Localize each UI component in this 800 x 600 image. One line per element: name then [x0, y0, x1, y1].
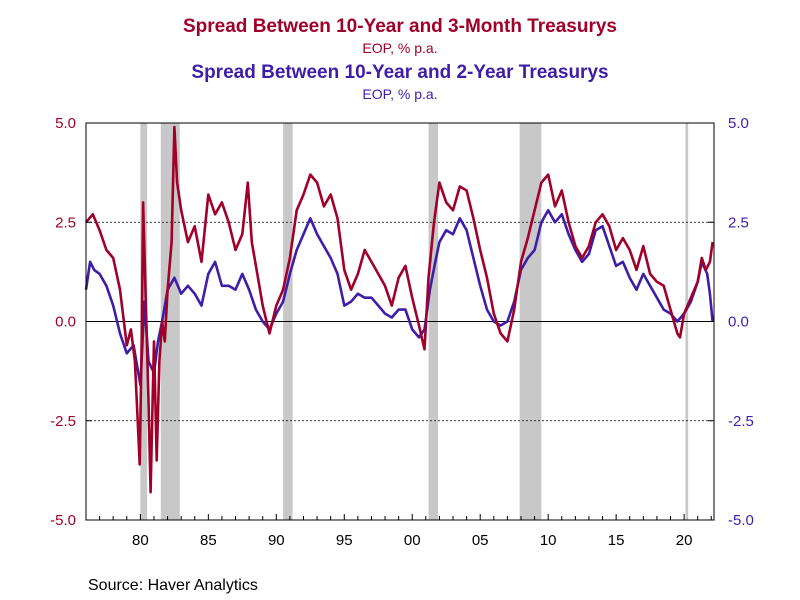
y-tick-label-right: -2.5 — [728, 413, 754, 430]
y-tick-label-right: 0.0 — [728, 314, 749, 331]
grid-lines — [86, 221, 714, 422]
x-tick-label: 15 — [608, 532, 625, 549]
series-lines — [84, 125, 714, 494]
chart-subtitle-series1: EOP, % p.a. — [362, 40, 438, 56]
x-tick-label: 10 — [540, 532, 557, 549]
series-line-10y-3m — [85, 125, 714, 494]
x-tick-label: 85 — [200, 532, 217, 549]
y-tick-label-left: 5.0 — [55, 115, 76, 132]
y-tick-label-left: -5.0 — [50, 512, 76, 529]
y-tick-label-right: 2.5 — [728, 214, 749, 231]
y-tick-label-left: 0.0 — [55, 314, 76, 331]
x-tick-label: 90 — [268, 532, 285, 549]
chart-subtitle-series2: EOP, % p.a. — [362, 86, 438, 102]
y-tick-label-left: -2.5 — [50, 413, 76, 430]
axes: 5.0 5.0 2.5 2.5 0.0 0.0 -2.5 -2.5 -5.0 -5.0 80 85 90… — [50, 115, 754, 549]
x-tick-label: 20 — [676, 532, 693, 549]
x-tick-label: 00 — [404, 532, 421, 549]
chart-title-series1: Spread Between 10-Year and 3-Month Treas… — [183, 16, 617, 37]
chart-title-series2: Spread Between 10-Year and 2-Year Treasu… — [191, 62, 609, 83]
x-tick-label: 80 — [132, 532, 149, 549]
y-tick-label-left: 2.5 — [55, 214, 76, 231]
source-note: Source: Haver Analytics — [88, 577, 258, 594]
series-line-10y-2y — [84, 209, 714, 387]
x-tick-label: 95 — [336, 532, 353, 549]
y-tick-label-right: -5.0 — [728, 512, 754, 529]
x-tick-label: 05 — [472, 532, 489, 549]
y-tick-label-right: 5.0 — [728, 115, 749, 132]
